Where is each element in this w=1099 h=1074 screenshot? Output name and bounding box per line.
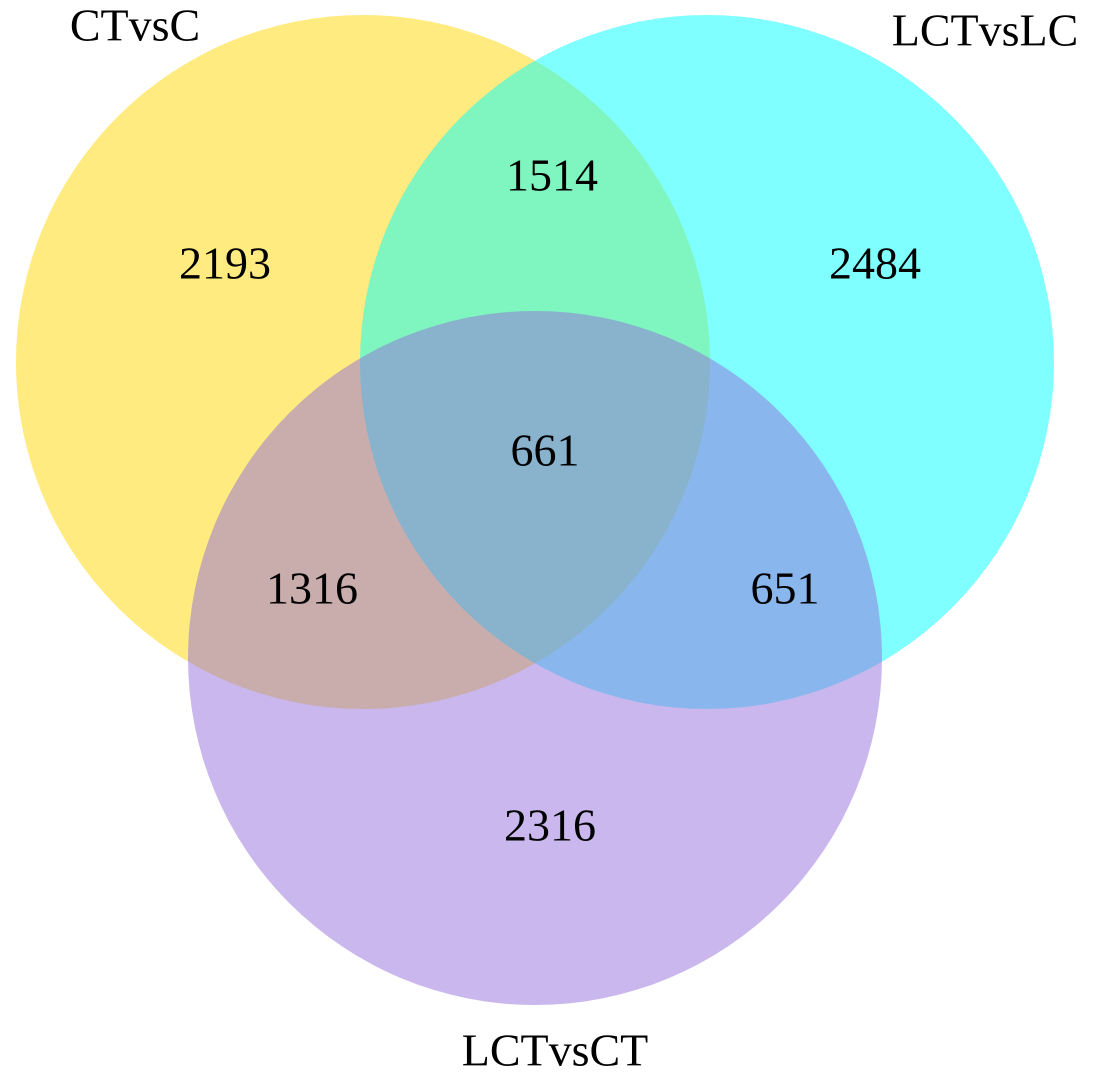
set-label: LCTvsLC (892, 5, 1079, 56)
region-count: 2193 (179, 238, 271, 289)
region-count: 1316 (266, 563, 358, 614)
region-count: 2484 (829, 238, 921, 289)
set-label: CTvsC (70, 0, 200, 51)
region-count: 651 (751, 563, 820, 614)
region-count: 661 (511, 425, 580, 476)
set-circle (188, 311, 882, 1005)
region-count: 2316 (504, 800, 596, 851)
set-label: LCTvsCT (462, 1025, 649, 1074)
region-count: 1514 (506, 150, 598, 201)
